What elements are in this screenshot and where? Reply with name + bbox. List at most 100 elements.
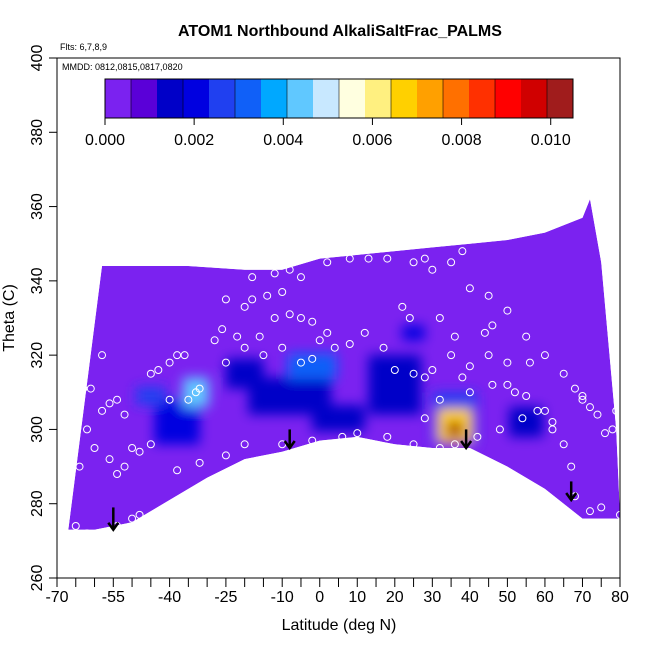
measurement-point [71, 522, 80, 530]
measurement-point [484, 291, 493, 300]
measurement-point [503, 380, 512, 389]
measurement-point [68, 418, 77, 426]
measurement-point [75, 462, 84, 471]
measurement-point [308, 436, 317, 445]
measurement-point [120, 410, 129, 419]
colorbar-tick-label: 0.004 [263, 132, 303, 149]
measurement-point [447, 351, 456, 360]
measurement-point [465, 284, 474, 293]
measurement-point [390, 366, 399, 374]
measurement-point [450, 440, 459, 449]
measurement-point [263, 291, 272, 300]
heatmap-feature [368, 355, 422, 415]
measurement-point [420, 373, 429, 382]
y-tick-label: 340 [29, 267, 46, 294]
measurement-point [330, 343, 339, 352]
measurement-point [409, 258, 418, 267]
measurement-point [296, 314, 305, 322]
measurement-point [435, 395, 444, 404]
measurement-point [146, 369, 155, 378]
measurement-point [435, 444, 444, 452]
measurement-point [248, 273, 257, 282]
measurement-point [585, 403, 594, 412]
measurement-point [522, 332, 531, 341]
measurement-point [128, 514, 137, 523]
colorbar-tick-label: 0.000 [85, 132, 125, 149]
measurement-point [113, 470, 122, 478]
x-tick-label: -70 [45, 589, 68, 606]
heatmap-feature [287, 353, 337, 380]
measurement-point [195, 458, 204, 467]
measurement-point [458, 373, 467, 382]
colorbar-segment [495, 79, 522, 118]
colorbar-segment [105, 79, 132, 118]
flight-arrow-head [107, 521, 120, 532]
measurement-point [593, 410, 602, 419]
measurement-point [533, 406, 542, 415]
measurement-point [616, 510, 620, 519]
heatmap-feature [447, 422, 463, 437]
heatmap-feature [225, 358, 264, 389]
measurement-point [75, 392, 84, 400]
measurement-point [360, 328, 369, 337]
measurement-point [90, 444, 99, 452]
measurement-point [180, 351, 189, 360]
x-tick-label: 20 [386, 589, 404, 606]
measurement-point [503, 358, 512, 367]
flight-arrow [565, 481, 578, 503]
measurement-point [79, 384, 88, 393]
measurement-point [518, 414, 527, 423]
measurement-point [308, 317, 317, 326]
measurement-point [447, 258, 456, 267]
y-tick-label: 360 [29, 193, 46, 220]
measurement-point [465, 362, 474, 371]
measurement-point [98, 406, 107, 415]
heatmap-field [68, 199, 620, 530]
x-tick-label: 0 [315, 589, 324, 606]
y-axis: 260 280 300 320 340 360 380 400 [29, 45, 57, 591]
x-tick-label: -10 [271, 589, 294, 606]
measurement-point [548, 418, 557, 426]
measurement-point [353, 429, 362, 438]
colorbar-segment [183, 79, 210, 118]
colorbar-tick-label: 0.002 [174, 132, 214, 149]
colorbar-segment [365, 79, 392, 118]
measurement-point [278, 288, 287, 296]
measurement-point [210, 336, 219, 345]
measurement-point [473, 432, 482, 441]
colorbar-segment [339, 79, 366, 118]
measurement-point [240, 343, 249, 352]
measurement-point [484, 351, 493, 360]
measurement-point [409, 369, 418, 378]
heatmap-feature [154, 399, 200, 445]
chart-title: ATOM1 Northbound AlkaliSaltFrac_PALMS [178, 23, 502, 40]
colorbar-segment [313, 79, 340, 118]
measurement-point [522, 392, 531, 400]
x-axis: -70 -55 -40 -25 -10 0 10 20 30 40 50 60 70 80 [45, 578, 629, 606]
x-tick-label: -25 [214, 589, 237, 606]
y-tick-label: 400 [29, 45, 46, 72]
measurement-point [338, 432, 347, 441]
measurement-point [120, 462, 129, 471]
measurement-point [165, 395, 174, 404]
measurement-point [578, 395, 587, 404]
x-tick-label: 50 [499, 589, 517, 606]
measurement-point [165, 358, 174, 367]
measurement-point [221, 451, 230, 460]
measurement-point [559, 369, 568, 378]
colorbar-segment [391, 79, 418, 118]
measurement-point [578, 392, 587, 400]
measurement-point [278, 343, 287, 352]
x-tick-label: -55 [102, 589, 125, 606]
measurement-point [450, 332, 459, 341]
flight-arrow-head [565, 492, 578, 503]
colorbar-frame [104, 78, 574, 119]
measurement-point [383, 254, 392, 263]
colorbar-segment [417, 79, 444, 118]
flight-arrow-head [283, 440, 296, 451]
measurement-point [510, 388, 519, 397]
measurement-point [128, 444, 137, 452]
measurement-point [540, 406, 549, 415]
colorbar-segment [157, 79, 184, 118]
y-tick-label: 300 [29, 416, 46, 443]
